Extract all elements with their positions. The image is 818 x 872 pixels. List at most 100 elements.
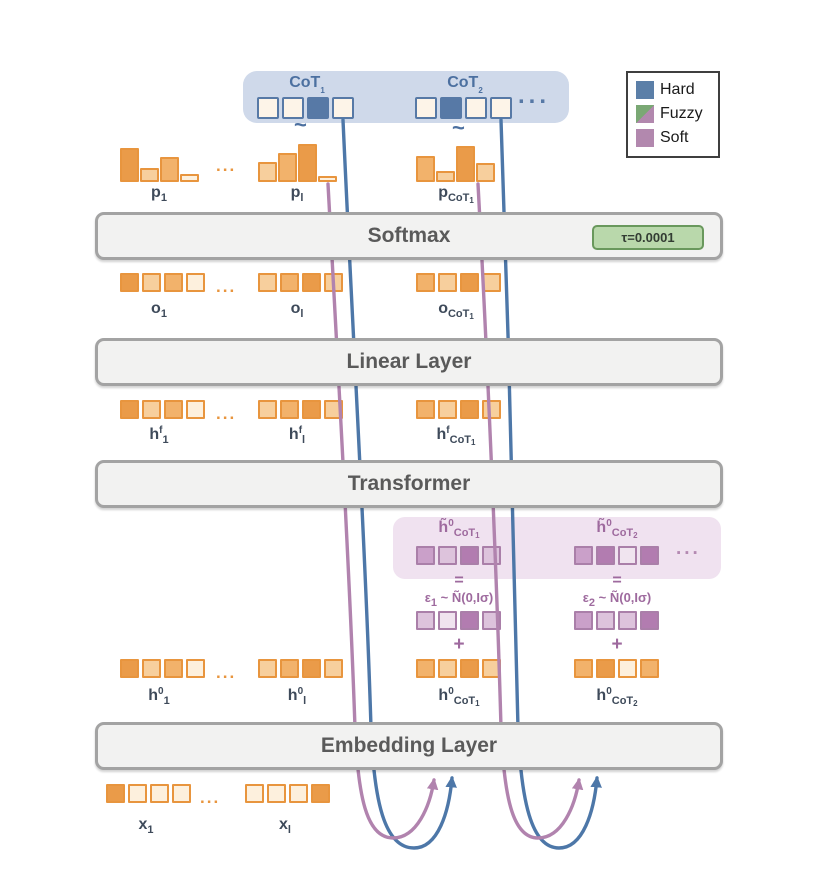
- cot1-token-row: [257, 97, 354, 119]
- vector-cell: [258, 400, 277, 419]
- epsilon2-label: ε2 ~ Ñ(0,Iσ): [537, 590, 697, 609]
- probability-bar: [416, 156, 435, 182]
- ht-cot2-label: h̃0CoT2: [537, 518, 697, 540]
- label-segment: h: [596, 687, 607, 704]
- ht-cot1-label: h̃0CoT1: [379, 518, 539, 540]
- hf1-row: [120, 400, 205, 419]
- o-row-ellipsis: ...: [216, 277, 237, 296]
- label-segment: l: [287, 824, 291, 836]
- vector-cell: [302, 659, 321, 678]
- label-segment: 0: [606, 686, 612, 697]
- vector-cell: [307, 97, 329, 119]
- vector-cell: [324, 659, 343, 678]
- epsilon2-row: [574, 611, 659, 630]
- xl-row: [245, 784, 330, 803]
- label-segment: CoT: [611, 695, 634, 707]
- legend-item-hard: Hard: [636, 81, 712, 99]
- vector-cell: [460, 659, 479, 678]
- probability-bar: [160, 157, 179, 182]
- label-segment: f: [159, 425, 163, 436]
- vector-cell: [142, 659, 161, 678]
- cot2-token-row: [415, 97, 512, 119]
- softmax-layer-bar: Softmax τ=0.0001: [95, 212, 723, 260]
- hfl-label: hfl: [237, 425, 357, 446]
- o1-row: [120, 273, 205, 292]
- label-segment: 1: [475, 531, 480, 540]
- vector-cell: [186, 400, 205, 419]
- label-segment: h̃: [438, 519, 449, 536]
- vector-cell: [438, 611, 457, 630]
- vector-cell: [640, 611, 659, 630]
- label-segment: 0: [448, 518, 454, 529]
- label-segment: p: [151, 184, 161, 201]
- label-segment: h: [148, 687, 159, 704]
- vector-cell: [416, 273, 435, 292]
- vector-cell: [186, 273, 205, 292]
- vector-cell: [574, 546, 593, 565]
- h0l-row: [258, 659, 343, 678]
- vector-cell: [120, 659, 139, 678]
- vector-cell: [438, 659, 457, 678]
- label-segment: 1: [469, 312, 474, 321]
- vector-cell: [574, 659, 593, 678]
- label-segment: l: [300, 308, 304, 320]
- vector-cell: [416, 400, 435, 419]
- label-segment: 1: [469, 196, 474, 205]
- p-row-ellipsis: ...: [216, 156, 237, 175]
- hfcot1-label: hfCoT1: [396, 425, 516, 447]
- vector-cell: [465, 97, 487, 119]
- vector-cell: [416, 611, 435, 630]
- embedding-layer-bar: Embedding Layer: [95, 722, 723, 770]
- label-segment: f: [298, 425, 303, 436]
- legend-item-soft: Soft: [636, 129, 712, 147]
- probability-bar: [456, 146, 475, 182]
- label-segment: CoT: [447, 308, 470, 320]
- fuzzy-swatch-icon: [636, 105, 654, 123]
- vector-cell: [640, 546, 659, 565]
- pcot1-label: pCoT1: [396, 184, 516, 205]
- label-segment: 1: [163, 695, 170, 707]
- label-segment: 1: [475, 699, 480, 708]
- vector-cell: [245, 784, 264, 803]
- vector-cell: [257, 97, 279, 119]
- vector-cell: [618, 546, 637, 565]
- x1-row: [106, 784, 191, 803]
- ol-row: [258, 273, 343, 292]
- label-segment: 1: [162, 434, 169, 446]
- vector-cell: [164, 400, 183, 419]
- vector-cell: [302, 400, 321, 419]
- label-segment: 2: [588, 597, 596, 609]
- vector-cell: [618, 611, 637, 630]
- hard-swatch-icon: [636, 81, 654, 99]
- h01-row: [120, 659, 205, 678]
- label-segment: l: [303, 695, 307, 707]
- vector-cell: [164, 273, 183, 292]
- hf-row-ellipsis: ...: [216, 404, 237, 423]
- label-segment: CoT: [447, 192, 470, 204]
- label-segment: 1: [160, 192, 167, 204]
- vector-cell: [280, 659, 299, 678]
- vector-cell: [482, 400, 501, 419]
- probability-bar: [258, 162, 277, 182]
- cot-ellipsis: ...: [518, 82, 551, 109]
- vector-cell: [142, 273, 161, 292]
- label-segment: h: [438, 687, 449, 704]
- vector-cell: [415, 97, 437, 119]
- soft-swatch-icon: [636, 129, 654, 147]
- xl-label: xl: [225, 816, 345, 836]
- label-segment: CoT: [289, 74, 321, 91]
- vector-cell: [416, 546, 435, 565]
- label-segment: h: [287, 687, 298, 704]
- vector-cell: [324, 273, 343, 292]
- ol-label: ol: [237, 300, 357, 320]
- label-segment: 0: [448, 686, 454, 697]
- label-segment: h: [288, 426, 299, 443]
- vector-cell: [280, 400, 299, 419]
- label-segment: x: [138, 816, 148, 833]
- vector-cell: [618, 659, 637, 678]
- vector-cell: [164, 659, 183, 678]
- label-segment: 1: [471, 438, 476, 447]
- label-segment: ε: [582, 590, 589, 605]
- label-segment: CoT: [447, 74, 479, 91]
- vector-cell: [482, 611, 501, 630]
